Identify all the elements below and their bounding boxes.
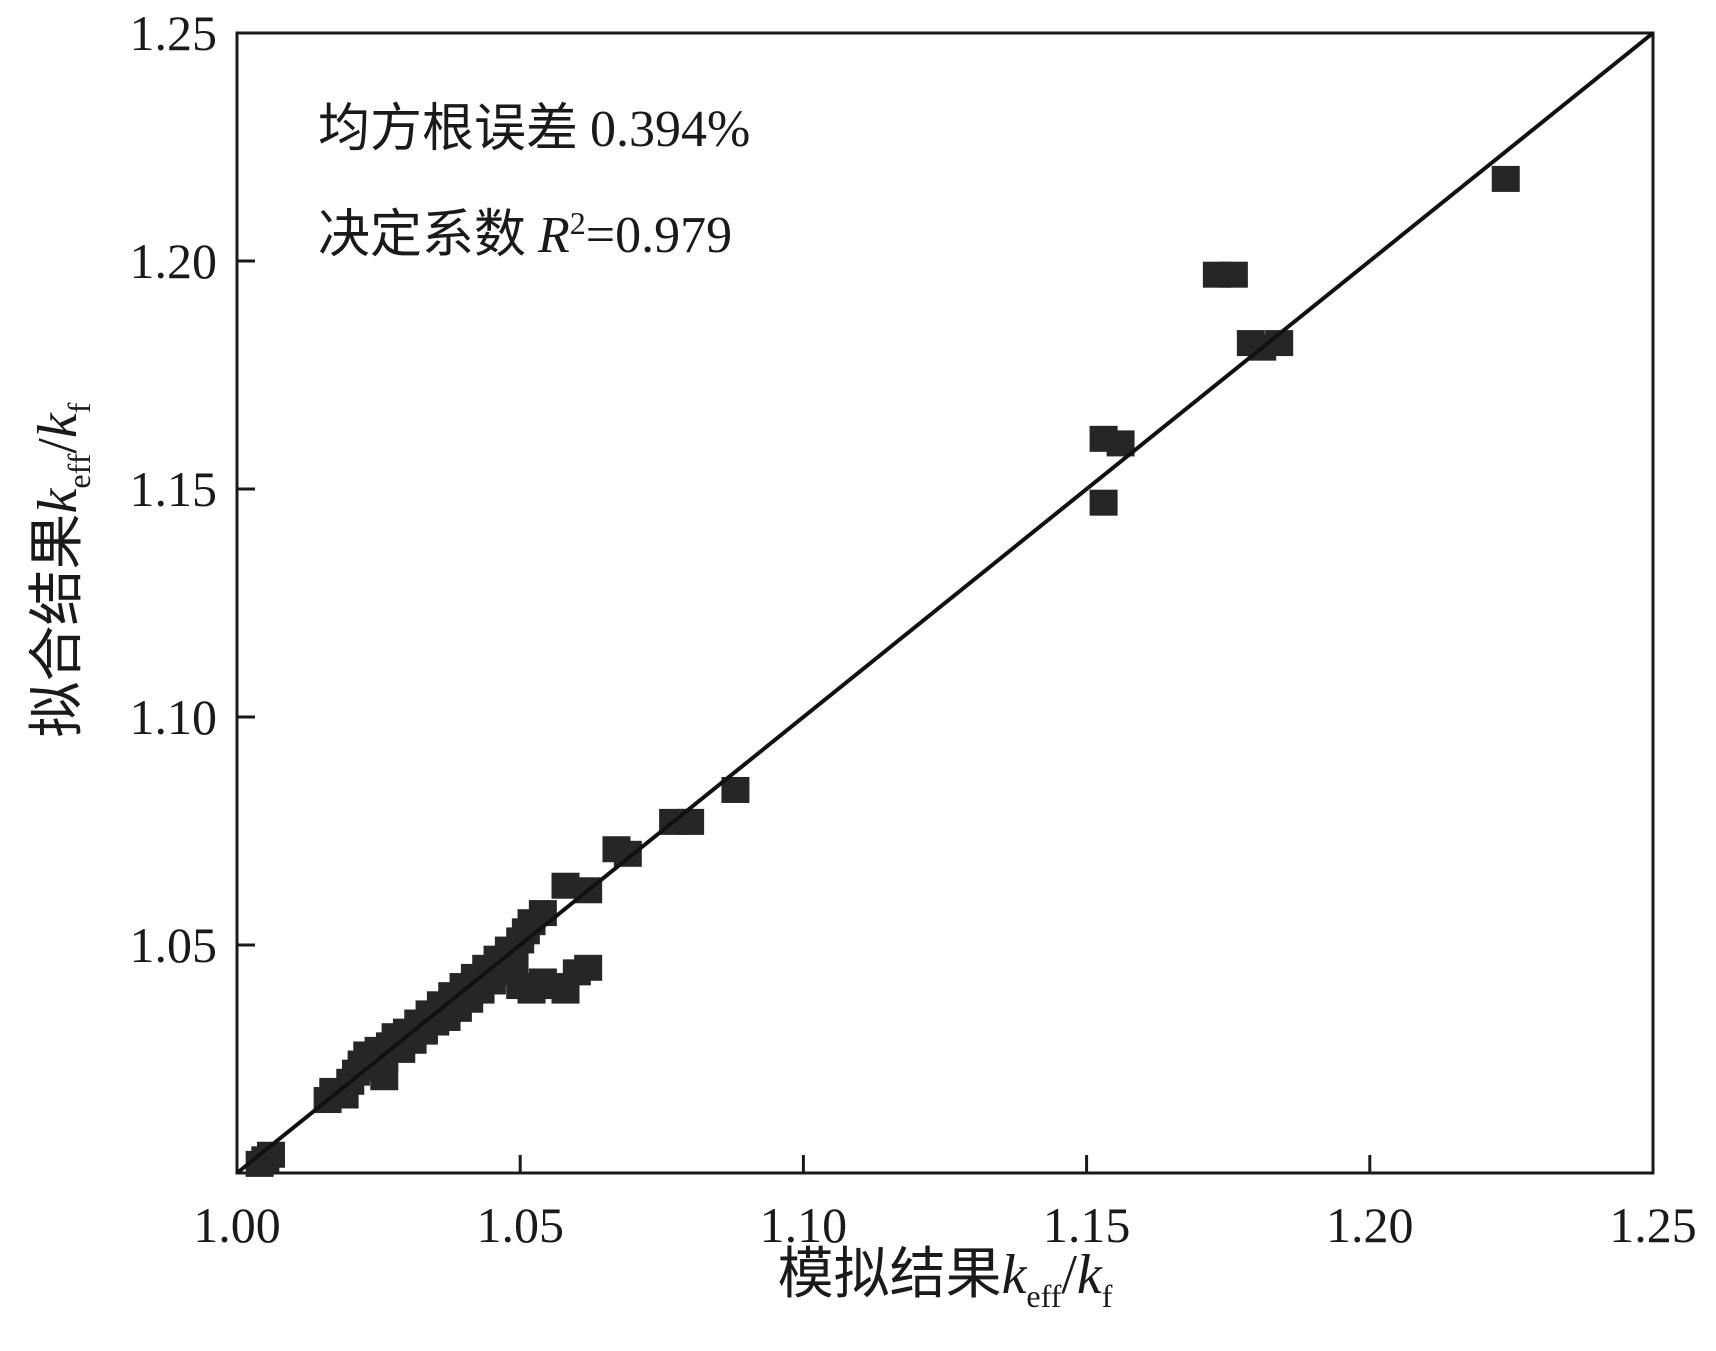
data-point <box>500 950 529 977</box>
y-axis-label-slash: / <box>27 438 89 454</box>
data-points <box>245 165 1520 1177</box>
y-axis-label-k1: k <box>27 487 89 513</box>
y-axis-label-k2: k <box>27 412 89 438</box>
y-tick-label: 1.10 <box>130 689 218 745</box>
fit-line <box>235 31 1655 1175</box>
data-point <box>1089 489 1118 516</box>
y-axis-label-main: 拟合结果 <box>27 513 89 737</box>
x-axis-label-k1: k <box>1002 1244 1028 1306</box>
data-point <box>613 840 642 867</box>
x-tick-label: 1.05 <box>476 1197 564 1253</box>
r2-exponent: 2 <box>570 205 586 241</box>
y-axis-label: 拟合结果keff/kf <box>27 402 97 737</box>
rmse-annotation: 均方根误差 0.394% <box>318 101 750 158</box>
r2-symbol: R <box>537 207 570 264</box>
rmse-label: 均方根误差 <box>318 101 578 158</box>
x-axis-label-sub2: f <box>1102 1278 1113 1314</box>
r2-label: 决定系数 <box>318 207 526 264</box>
y-axis-label-sub2: f <box>61 402 97 413</box>
x-axis-ticks: 1.00 1.05 1.10 1.15 1.20 1.25 <box>193 1155 1697 1253</box>
x-tick-label: 1.15 <box>1043 1197 1131 1253</box>
x-tick-label: 1.10 <box>760 1197 848 1253</box>
data-point <box>1491 165 1520 192</box>
y-axis-label-sub1: eff <box>61 453 97 488</box>
x-tick-label: 1.25 <box>1609 1197 1697 1253</box>
rmse-value: 0.394% <box>590 101 750 158</box>
x-axis-label-k2: k <box>1077 1244 1103 1306</box>
data-point <box>1219 261 1248 288</box>
y-axis-ticks: 1.05 1.10 1.15 1.20 1.25 <box>130 5 255 973</box>
r2-annotation: 决定系数 R2=0.979 <box>318 205 732 264</box>
y-tick-label: 1.20 <box>130 233 218 289</box>
y-tick-label: 1.15 <box>130 461 218 517</box>
x-tick-label: 1.00 <box>193 1197 281 1253</box>
x-axis-label-sub1: eff <box>1026 1278 1061 1314</box>
plot-frame <box>235 31 1655 1175</box>
y-tick-label: 1.05 <box>130 917 218 973</box>
x-axis-label: 模拟结果keff/kf <box>778 1244 1113 1314</box>
data-point <box>574 954 603 981</box>
x-axis-label-slash: / <box>1061 1244 1077 1306</box>
data-point <box>528 900 557 927</box>
x-axis-label-main: 模拟结果 <box>778 1244 1002 1306</box>
r2-value: =0.979 <box>586 207 732 264</box>
data-point <box>370 1064 399 1091</box>
x-tick-label: 1.20 <box>1326 1197 1414 1253</box>
data-point <box>676 808 705 835</box>
y-tick-label: 1.25 <box>130 5 218 61</box>
